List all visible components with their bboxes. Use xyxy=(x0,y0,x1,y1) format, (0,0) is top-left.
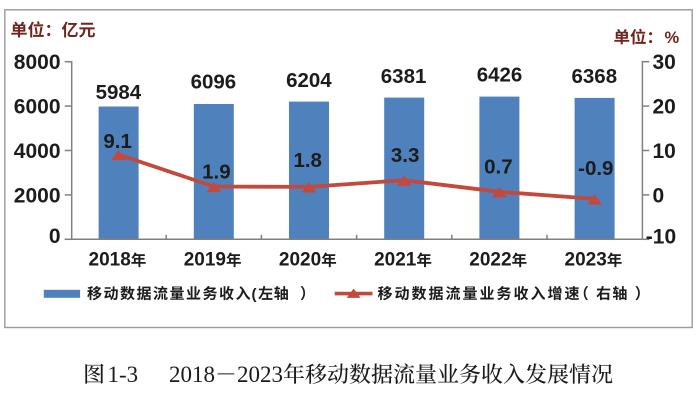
svg-text:6000: 6000 xyxy=(14,96,61,119)
svg-text:2000: 2000 xyxy=(14,184,61,207)
svg-text:2018: 2018 xyxy=(89,250,131,271)
svg-text:2022: 2022 xyxy=(469,250,511,271)
svg-text:20: 20 xyxy=(653,96,676,119)
svg-text:0: 0 xyxy=(49,225,61,248)
svg-text:1.8: 1.8 xyxy=(293,149,322,172)
svg-text:6204: 6204 xyxy=(286,69,332,92)
svg-text:0.7: 0.7 xyxy=(484,155,513,178)
svg-text:%: % xyxy=(665,29,680,47)
svg-text:(: ( xyxy=(252,286,257,303)
svg-text:8000: 8000 xyxy=(14,51,61,74)
svg-text:2020: 2020 xyxy=(279,250,321,271)
svg-text:6096: 6096 xyxy=(191,70,237,93)
svg-text:6381: 6381 xyxy=(381,65,427,88)
svg-text:2021: 2021 xyxy=(374,250,417,271)
svg-text:10: 10 xyxy=(653,140,676,163)
svg-text:3.3: 3.3 xyxy=(391,144,420,167)
svg-text:-0.9: -0.9 xyxy=(578,157,613,180)
svg-text:1-3: 1-3 xyxy=(108,362,139,387)
svg-text:9.1: 9.1 xyxy=(103,130,132,153)
svg-text:2023: 2023 xyxy=(565,250,607,271)
svg-text:-10: -10 xyxy=(646,226,676,249)
svg-text:2019: 2019 xyxy=(184,250,226,271)
svg-text:2023: 2023 xyxy=(237,362,283,387)
svg-text:2018: 2018 xyxy=(169,362,215,387)
svg-text:6368: 6368 xyxy=(571,65,617,88)
svg-text:6426: 6426 xyxy=(477,64,523,87)
svg-text:0: 0 xyxy=(653,184,665,207)
svg-text:4000: 4000 xyxy=(14,140,61,163)
svg-text:1.9: 1.9 xyxy=(202,161,231,184)
svg-text:5984: 5984 xyxy=(96,81,142,104)
svg-text:30: 30 xyxy=(653,51,676,74)
